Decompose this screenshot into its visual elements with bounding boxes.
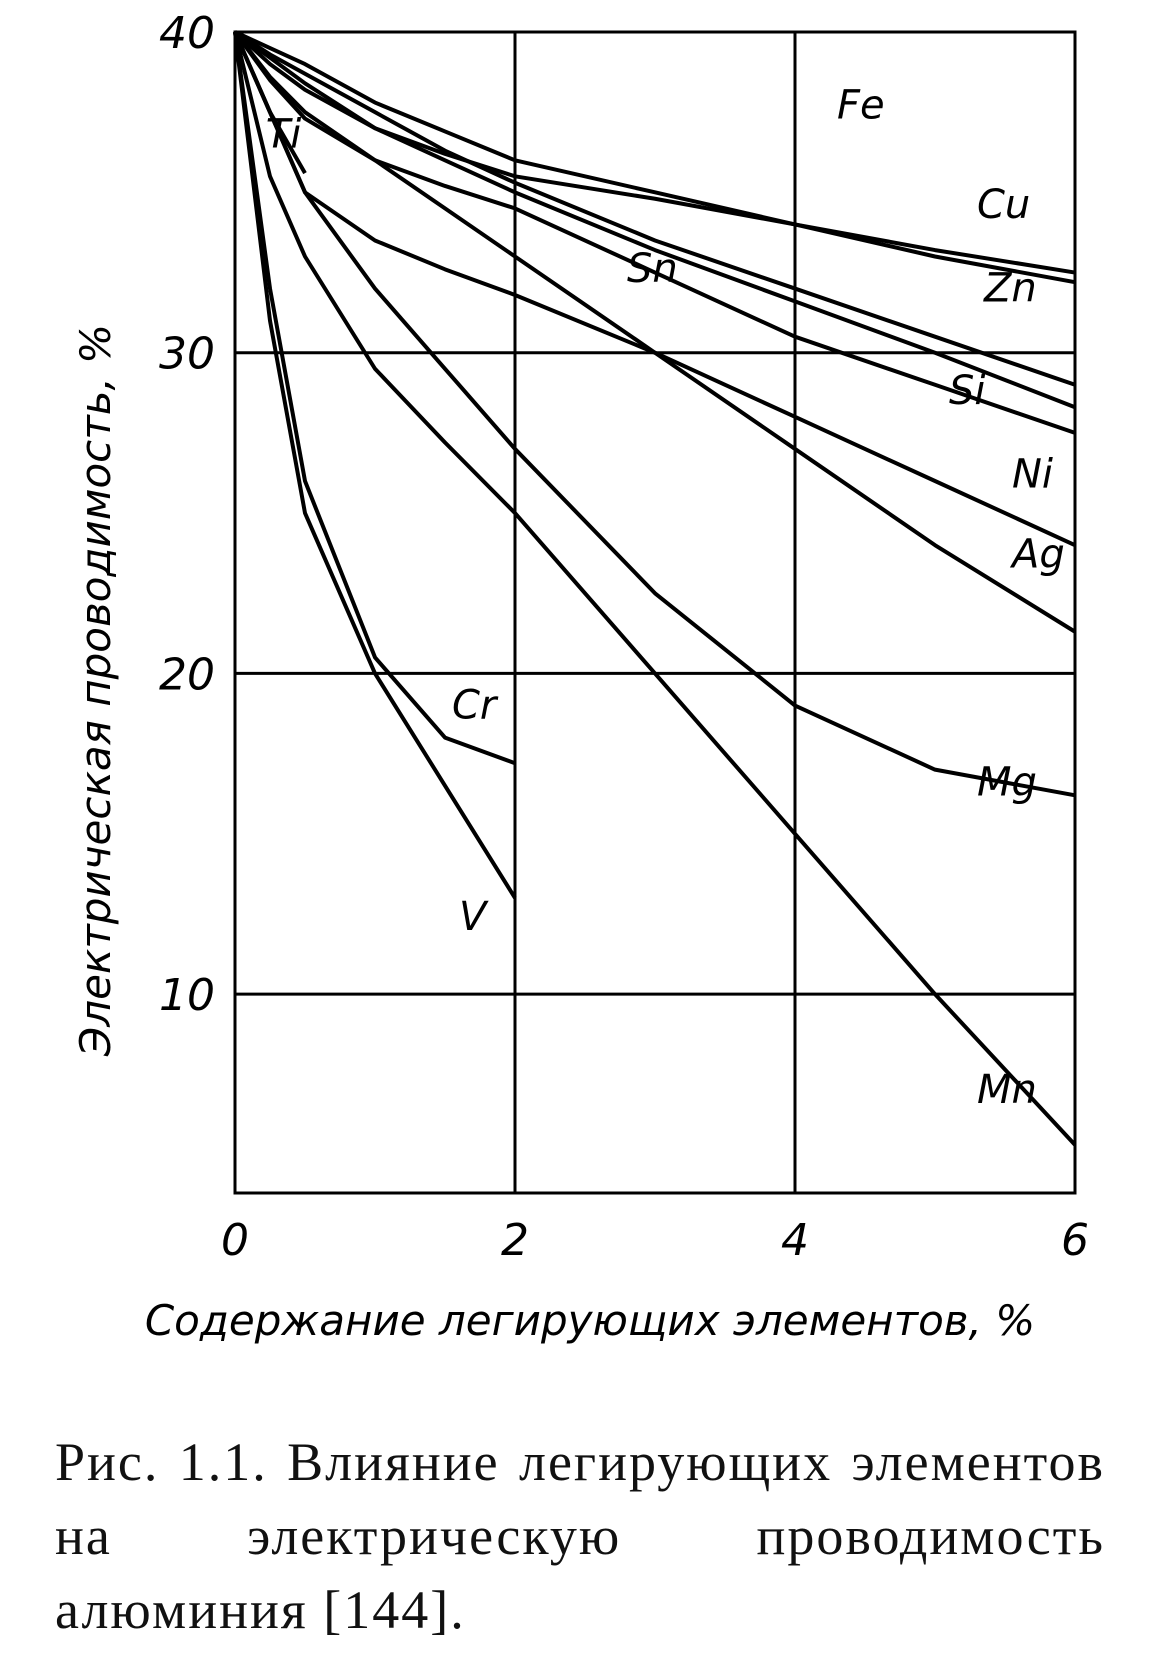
plot-frame (233, 30, 1077, 1195)
series-label: V (459, 894, 489, 940)
x-axis-label: Содержание легирующих элементов, % (145, 1296, 1035, 1345)
y-tick-label: 40 (159, 8, 215, 59)
chart: Содержание легирующих элементов, % Элект… (71, 8, 1089, 1345)
series-label: Cr (452, 682, 499, 728)
x-tick-label: 4 (781, 1215, 809, 1266)
series-line (233, 30, 1076, 387)
series-line (233, 31, 516, 766)
y-axis-label: Электрическая проводимость, % (71, 324, 120, 1057)
series-line (233, 30, 1076, 410)
x-tick-label: 6 (1061, 1215, 1089, 1266)
series-line (234, 30, 1076, 275)
x-tick-label: 0 (221, 1215, 249, 1266)
series-label: Zn (983, 265, 1037, 311)
series-label: Ni (1012, 451, 1053, 497)
caption: Рис. 1.1. Влияние легирующих элементов н… (55, 1432, 1105, 1640)
y-tick-label: 10 (159, 970, 215, 1021)
series-label: Mn (977, 1067, 1037, 1113)
x-tick-label: 2 (501, 1215, 529, 1266)
series-line (233, 31, 1076, 798)
series-line (233, 31, 517, 899)
series-label: Cu (977, 182, 1030, 228)
series-line (233, 30, 1077, 634)
y-tick-label: 20 (159, 649, 215, 700)
series-label: Fe (837, 83, 885, 129)
series-label: Ag (1009, 532, 1065, 578)
series-line (233, 30, 1076, 285)
series-line (233, 31, 1077, 1147)
y-tick-label: 30 (159, 329, 215, 380)
series-label: Mg (977, 759, 1037, 805)
series-line (233, 30, 1076, 435)
